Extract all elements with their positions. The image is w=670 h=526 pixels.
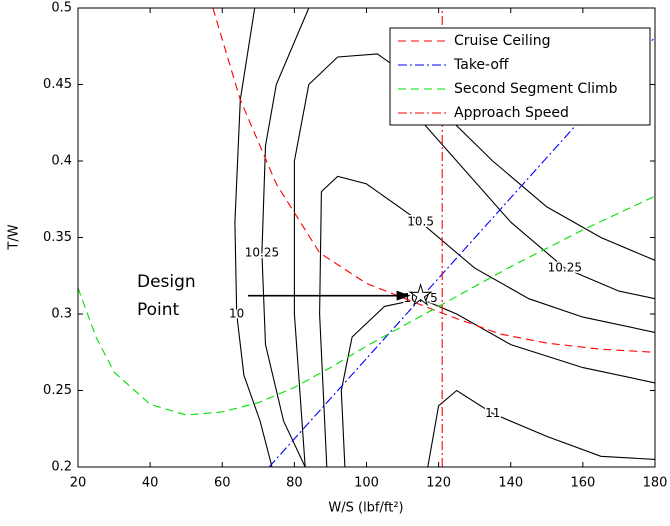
contour-line xyxy=(261,8,310,467)
contour-label: 10.25 xyxy=(245,245,279,259)
constraint-line xyxy=(78,195,655,416)
y-axis-label: T/W xyxy=(7,224,22,250)
x-axis-label: W/S (lbf/ft²) xyxy=(328,501,403,516)
legend-label: Approach Speed xyxy=(454,105,569,121)
x-tick-label: 120 xyxy=(426,476,451,491)
x-tick-label: 80 xyxy=(286,476,303,491)
legend-label: Take-off xyxy=(453,57,509,73)
legend-label: Cruise Ceiling xyxy=(454,33,550,49)
arrow-head xyxy=(396,290,411,301)
contour-label: 11 xyxy=(485,406,500,420)
y-tick-label: 0.4 xyxy=(51,154,72,169)
x-tick-label: 20 xyxy=(70,476,87,491)
annotation: Point xyxy=(137,300,180,320)
x-tick-label: 180 xyxy=(643,476,668,491)
annotation: Design xyxy=(137,272,196,292)
contour-line xyxy=(319,175,655,467)
legend-label: Second Segment Climb xyxy=(454,81,618,97)
constraint-line xyxy=(212,8,655,353)
x-tick-label: 140 xyxy=(498,476,523,491)
x-tick-label: 160 xyxy=(570,476,595,491)
x-tick-label: 40 xyxy=(142,476,159,491)
y-tick-label: 0.5 xyxy=(51,1,72,16)
contour-label: 10 xyxy=(229,307,244,321)
contour-label: 10.25 xyxy=(548,261,582,275)
y-tick-label: 0.25 xyxy=(43,383,72,398)
x-tick-label: 60 xyxy=(214,476,231,491)
y-tick-label: 0.35 xyxy=(43,230,72,245)
contour-line xyxy=(402,99,655,300)
legend-box xyxy=(389,27,651,126)
contour-line xyxy=(427,389,655,467)
y-tick-label: 0.2 xyxy=(51,460,72,475)
plot-frame xyxy=(77,7,656,468)
contour-label: 10.5 xyxy=(407,215,434,229)
y-tick-label: 0.3 xyxy=(51,307,72,322)
x-tick-label: 100 xyxy=(354,476,379,491)
y-tick-label: 0.45 xyxy=(43,77,72,92)
design-point xyxy=(408,282,433,306)
